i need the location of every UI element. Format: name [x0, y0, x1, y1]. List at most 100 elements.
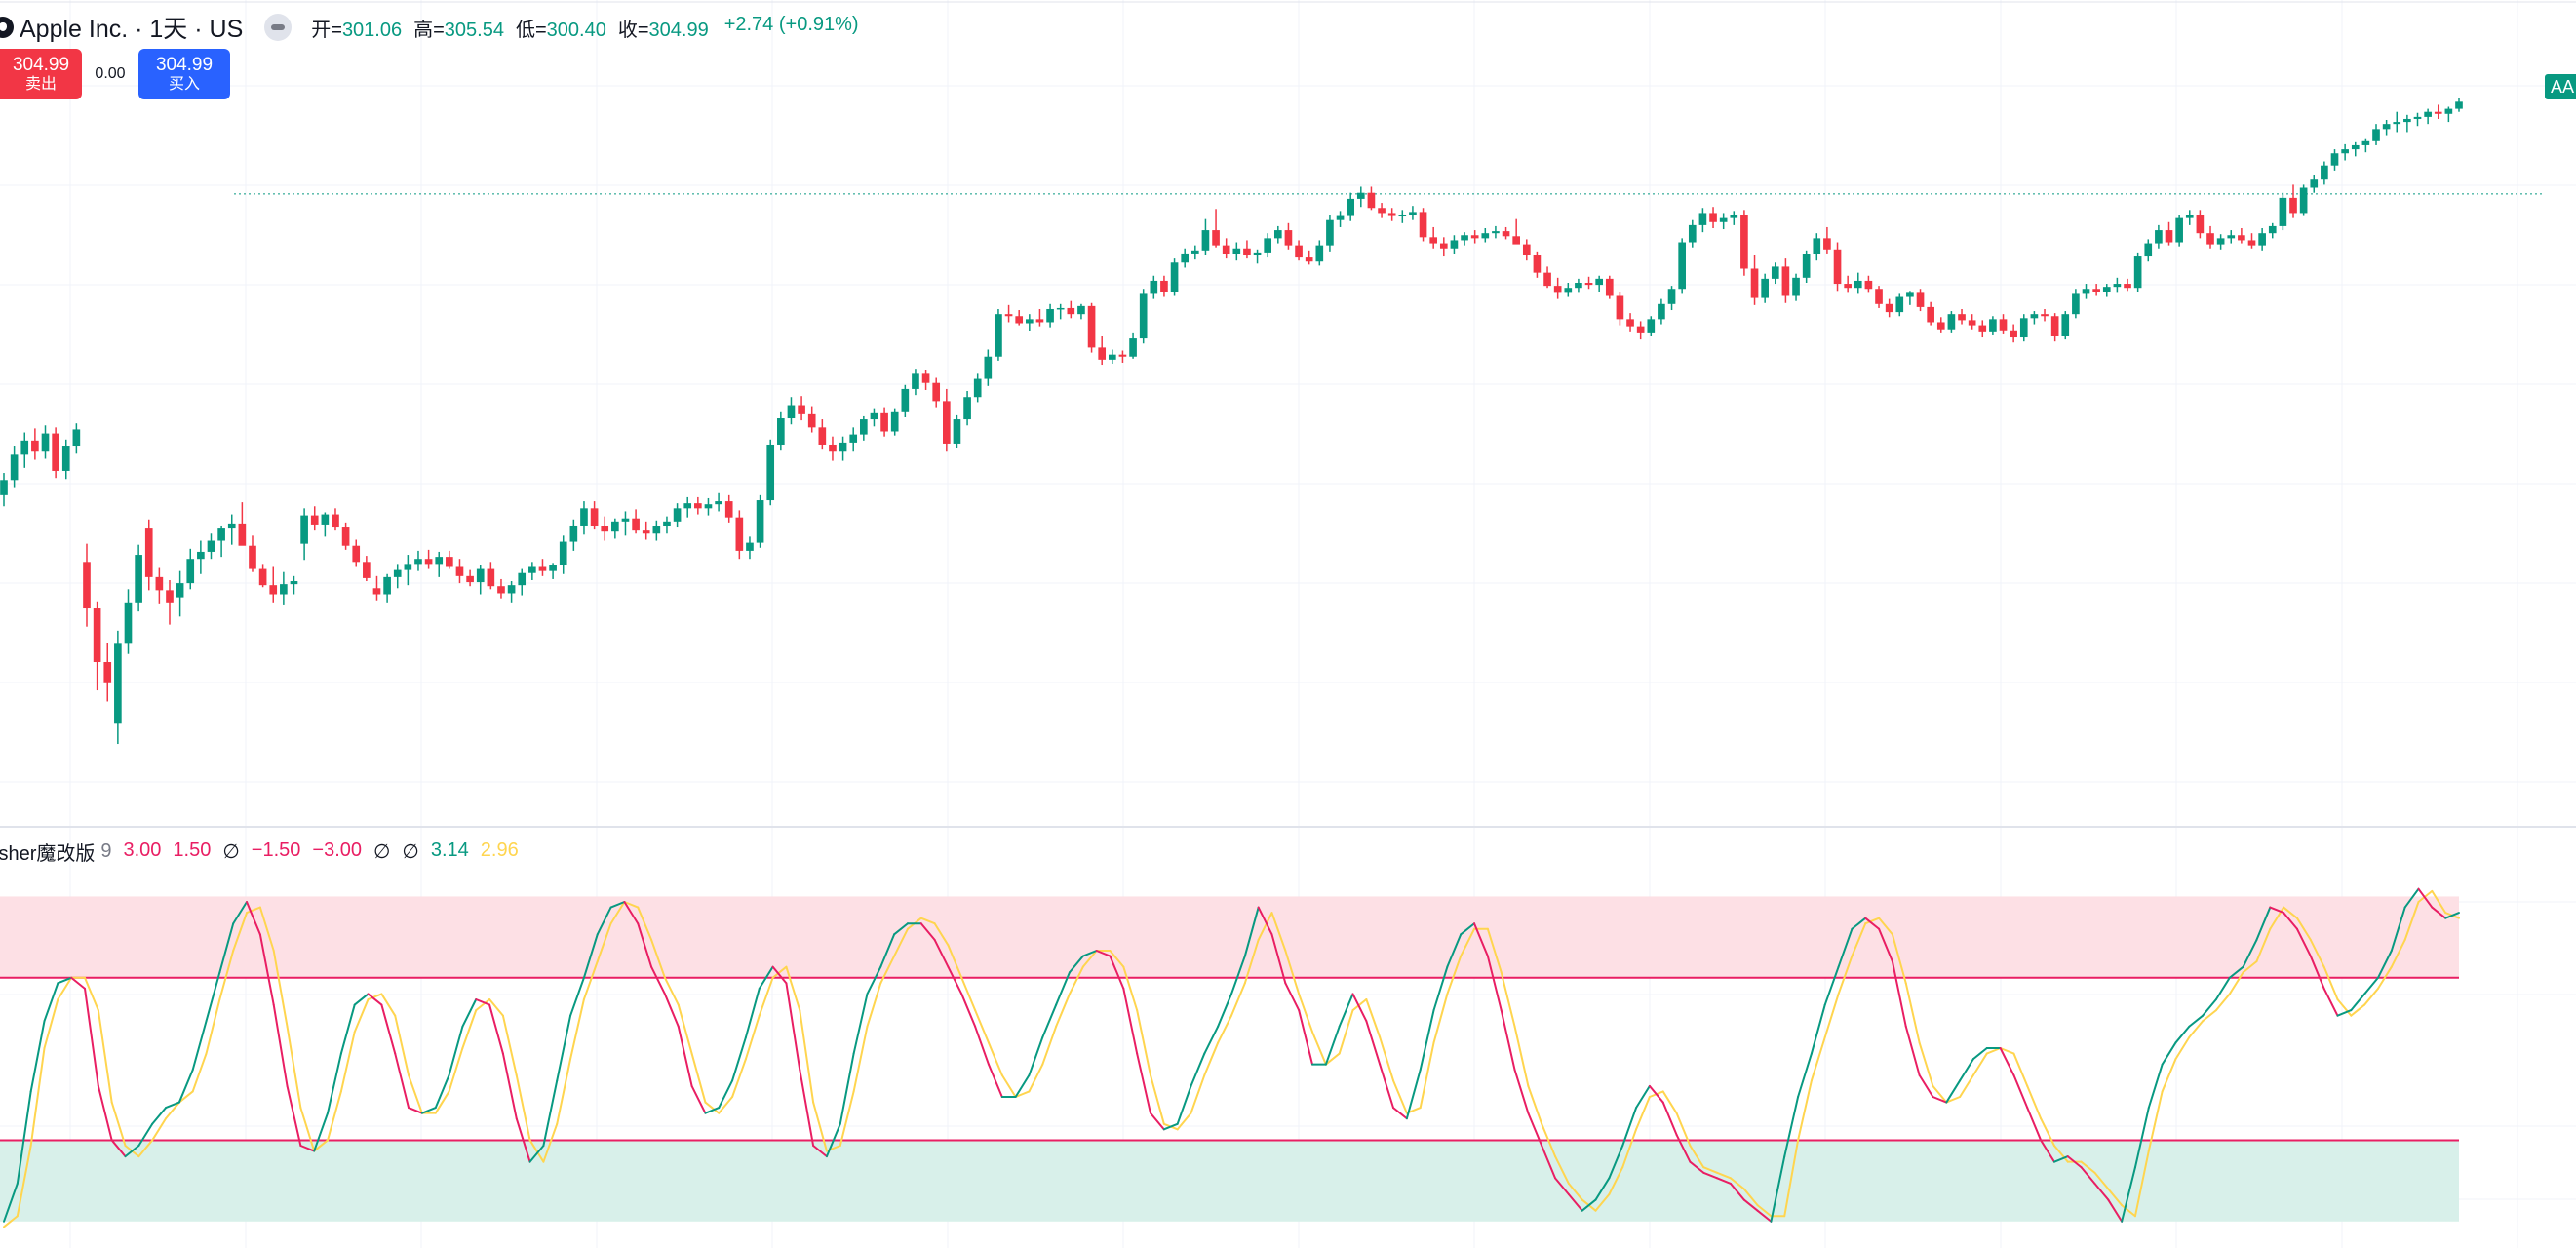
candle-body [1035, 319, 1044, 323]
trigger-line-segment [785, 965, 801, 1012]
candle-body [2258, 233, 2266, 246]
trigger-line-segment [744, 1014, 761, 1061]
candle-body [777, 418, 785, 445]
trigger-line-segment [2242, 960, 2258, 974]
trigger-line-segment [1851, 922, 1867, 957]
trigger-line-segment [1864, 916, 1881, 925]
candle-body [2434, 111, 2442, 114]
candle-body [372, 588, 381, 595]
trigger-line-segment [97, 1009, 113, 1104]
fisher-line-segment [528, 1145, 545, 1163]
candle-body [2279, 197, 2287, 226]
trigger-line-segment [528, 1139, 545, 1163]
candle-body [455, 566, 464, 576]
candle-body [404, 564, 412, 570]
open-label: 开= [311, 19, 342, 41]
trigger-line-segment [2350, 1003, 2366, 1017]
fisher-line-segment [515, 1117, 531, 1163]
candle-body [2030, 314, 2039, 319]
trigger-line-segment [1055, 993, 1071, 1028]
fisher-line-segment [960, 993, 977, 1028]
candle-body [0, 480, 8, 495]
candle-body [103, 662, 112, 682]
trigger-line-segment [1621, 1128, 1638, 1169]
candle-body [1761, 278, 1769, 298]
fisher-line-segment [1554, 1177, 1570, 1195]
trigger-line-segment [569, 998, 585, 1061]
trigger-line-segment [731, 1058, 747, 1098]
candle-body [227, 523, 236, 529]
fisher-line-segment [677, 1025, 693, 1087]
apple-logo-icon [0, 17, 14, 38]
sell-button[interactable]: 304.99 卖出 [0, 49, 82, 99]
trigger-line-segment [2107, 1188, 2124, 1207]
candle-body [518, 572, 527, 586]
candle-body [2206, 233, 2214, 245]
fisher-line-segment [1959, 1058, 1974, 1082]
candle-body [1968, 320, 1976, 326]
trigger-line-segment [191, 1052, 208, 1093]
candle-body [528, 566, 536, 573]
trigger-line-segment [879, 955, 896, 985]
candle-body [20, 440, 29, 455]
fisher-line-segment [1190, 1052, 1206, 1087]
indicator-legend[interactable]: isher魔改版 9 3.00 1.50 ∅ −1.50 −3.00 ∅ ∅ 3.14 2.96 [0, 837, 519, 866]
candle-body [943, 401, 951, 444]
candle-body [124, 602, 133, 644]
indicator-value: −1.50 [251, 838, 301, 861]
fisher-line-segment [1513, 1069, 1530, 1114]
fisher-line-segment [1230, 955, 1246, 995]
trigger-line-segment [2174, 1035, 2191, 1061]
fisher-line-segment [799, 1069, 815, 1147]
candle-body [1367, 192, 1376, 209]
candle-body [1740, 214, 1748, 269]
market-status-icon[interactable] [264, 14, 293, 41]
candle-body [1067, 307, 1075, 315]
candle-body [2361, 140, 2370, 145]
fisher-line-segment [1041, 1003, 1058, 1038]
trigger-line-segment [1783, 1139, 1800, 1218]
trigger-line-segment [1594, 1193, 1611, 1212]
candle-body [807, 413, 816, 428]
candle-body [321, 514, 330, 525]
candle-body [1605, 278, 1614, 296]
trigger-line-segment [1190, 1073, 1206, 1114]
sell-label: 卖出 [24, 75, 57, 93]
fisher-line-segment [2093, 1182, 2110, 1201]
trigger-line-segment [2161, 1058, 2177, 1093]
indicator-name[interactable]: isher魔改版 [0, 842, 96, 865]
trigger-line-segment [690, 1052, 707, 1104]
candle-body [176, 583, 184, 598]
trigger-line-segment [866, 982, 882, 1028]
fisher-line-segment [1028, 1035, 1044, 1076]
trigger-line-segment [1810, 1035, 1826, 1082]
candle-body [2351, 144, 2360, 150]
candle-body [1315, 245, 1324, 262]
low-label: 低= [515, 19, 547, 41]
fisher-line-segment [744, 987, 761, 1038]
buy-button[interactable]: 304.99 买入 [138, 49, 230, 99]
candle-body [1678, 242, 1686, 290]
fisher-line-segment [1203, 1025, 1220, 1055]
fisher-line-segment [2040, 1139, 2055, 1163]
trigger-line-segment [1513, 1025, 1530, 1087]
candle-body [2403, 118, 2411, 123]
candle-body [590, 508, 599, 527]
symbol-title[interactable]: Apple Inc. · 1天 · US [20, 16, 244, 43]
candle-body [1098, 347, 1107, 360]
candle-body [1771, 266, 1779, 279]
fisher-line-segment [1797, 1052, 1813, 1098]
fisher-line-segment [380, 1003, 397, 1055]
trigger-line-segment [1270, 912, 1287, 952]
candle-body [280, 584, 288, 595]
buy-price: 304.99 [155, 54, 214, 75]
fisher-line-segment [1257, 906, 1273, 936]
candle-body [258, 568, 267, 586]
fisher-line-segment [1419, 1009, 1435, 1072]
trigger-line-segment [488, 998, 504, 1017]
last-price-tag[interactable]: AA [2545, 74, 2576, 99]
candle-body [186, 559, 195, 584]
fisher-line-segment [1581, 1198, 1597, 1212]
fisher-line-segment [947, 965, 963, 995]
